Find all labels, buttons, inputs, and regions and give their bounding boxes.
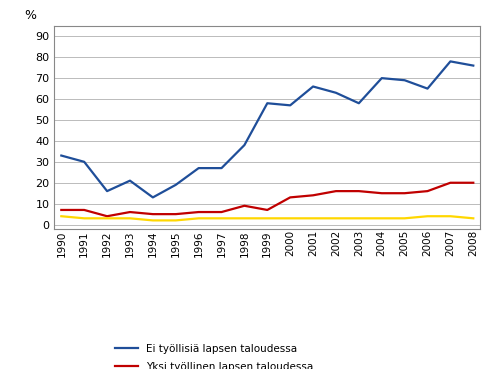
Ei työllisiä lapsen taloudessa <box>447 59 453 63</box>
Ei työllisiä lapsen taloudessa <box>287 103 293 107</box>
Ei työllisiä lapsen taloudessa <box>242 143 248 147</box>
Yksi työllinen lapsen taloudessa <box>127 210 133 214</box>
Ei työllisiä lapsen taloudessa <box>379 76 385 80</box>
Text: %: % <box>25 9 37 22</box>
Yksi työllinen lapsen taloudessa <box>219 210 225 214</box>
Yksi työllinen lapsen taloudessa <box>287 195 293 200</box>
Kaksi tai useampia työllisiä lapsen taloudessa <box>150 218 156 223</box>
Ei työllisiä lapsen taloudessa <box>310 84 316 89</box>
Ei työllisiä lapsen taloudessa <box>264 101 270 106</box>
Kaksi tai useampia työllisiä lapsen taloudessa <box>470 216 476 221</box>
Yksi työllinen lapsen taloudessa <box>264 208 270 212</box>
Ei työllisiä lapsen taloudessa <box>470 63 476 68</box>
Kaksi tai useampia työllisiä lapsen taloudessa <box>310 216 316 221</box>
Yksi työllinen lapsen taloudessa <box>333 189 339 193</box>
Kaksi tai useampia työllisiä lapsen taloudessa <box>127 216 133 221</box>
Yksi työllinen lapsen taloudessa <box>425 189 431 193</box>
Line: Kaksi tai useampia työllisiä lapsen taloudessa: Kaksi tai useampia työllisiä lapsen talo… <box>61 216 473 220</box>
Yksi työllinen lapsen taloudessa <box>379 191 385 196</box>
Ei työllisiä lapsen taloudessa <box>356 101 362 106</box>
Ei työllisiä lapsen taloudessa <box>196 166 201 170</box>
Kaksi tai useampia työllisiä lapsen taloudessa <box>425 214 431 218</box>
Kaksi tai useampia työllisiä lapsen taloudessa <box>242 216 248 221</box>
Yksi työllinen lapsen taloudessa <box>447 180 453 185</box>
Ei työllisiä lapsen taloudessa <box>219 166 225 170</box>
Kaksi tai useampia työllisiä lapsen taloudessa <box>379 216 385 221</box>
Ei työllisiä lapsen taloudessa <box>127 179 133 183</box>
Kaksi tai useampia työllisiä lapsen taloudessa <box>219 216 225 221</box>
Ei työllisiä lapsen taloudessa <box>425 86 431 91</box>
Ei työllisiä lapsen taloudessa <box>401 78 407 82</box>
Kaksi tai useampia työllisiä lapsen taloudessa <box>196 216 201 221</box>
Yksi työllinen lapsen taloudessa <box>196 210 201 214</box>
Ei työllisiä lapsen taloudessa <box>104 189 110 193</box>
Yksi työllinen lapsen taloudessa <box>401 191 407 196</box>
Kaksi tai useampia työllisiä lapsen taloudessa <box>173 218 179 223</box>
Kaksi tai useampia työllisiä lapsen taloudessa <box>58 214 64 218</box>
Ei työllisiä lapsen taloudessa <box>173 183 179 187</box>
Legend: Ei työllisiä lapsen taloudessa, Yksi työllinen lapsen taloudessa, Kaksi tai usea: Ei työllisiä lapsen taloudessa, Yksi työ… <box>111 339 391 369</box>
Yksi työllinen lapsen taloudessa <box>470 180 476 185</box>
Kaksi tai useampia työllisiä lapsen taloudessa <box>333 216 339 221</box>
Yksi työllinen lapsen taloudessa <box>356 189 362 193</box>
Yksi työllinen lapsen taloudessa <box>104 214 110 218</box>
Yksi työllinen lapsen taloudessa <box>242 204 248 208</box>
Line: Ei työllisiä lapsen taloudessa: Ei työllisiä lapsen taloudessa <box>61 61 473 197</box>
Ei työllisiä lapsen taloudessa <box>58 154 64 158</box>
Kaksi tai useampia työllisiä lapsen taloudessa <box>81 216 87 221</box>
Kaksi tai useampia työllisiä lapsen taloudessa <box>287 216 293 221</box>
Yksi työllinen lapsen taloudessa <box>310 193 316 197</box>
Kaksi tai useampia työllisiä lapsen taloudessa <box>401 216 407 221</box>
Ei työllisiä lapsen taloudessa <box>333 90 339 95</box>
Ei työllisiä lapsen taloudessa <box>81 160 87 164</box>
Kaksi tai useampia työllisiä lapsen taloudessa <box>104 216 110 221</box>
Yksi työllinen lapsen taloudessa <box>58 208 64 212</box>
Line: Yksi työllinen lapsen taloudessa: Yksi työllinen lapsen taloudessa <box>61 183 473 216</box>
Kaksi tai useampia työllisiä lapsen taloudessa <box>447 214 453 218</box>
Yksi työllinen lapsen taloudessa <box>173 212 179 216</box>
Ei työllisiä lapsen taloudessa <box>150 195 156 200</box>
Yksi työllinen lapsen taloudessa <box>150 212 156 216</box>
Kaksi tai useampia työllisiä lapsen taloudessa <box>264 216 270 221</box>
Kaksi tai useampia työllisiä lapsen taloudessa <box>356 216 362 221</box>
Yksi työllinen lapsen taloudessa <box>81 208 87 212</box>
